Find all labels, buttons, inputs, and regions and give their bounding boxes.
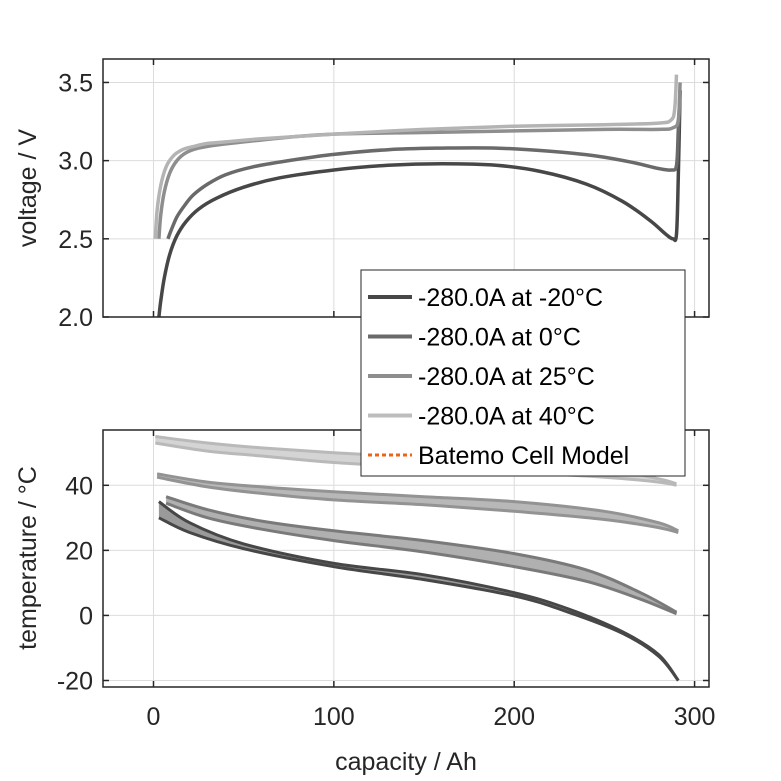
temperature-lower-280-0a-at-0-c: [165, 501, 678, 616]
temperature-lower-280-0a-at-20-c: [158, 516, 680, 682]
voltage-ytick-labels: 2.0 2.5 3.0 3.5: [58, 69, 93, 332]
temperature-upper-280-0a-at-20-c: [158, 500, 680, 682]
legend-entry-280-0a-at-40-c: -280.0A at 40°C: [368, 403, 595, 431]
legend-label: -280.0A at 40°C: [418, 403, 595, 431]
legend-label: -280.0A at 0°C: [418, 324, 581, 352]
voltage-ytick-label: 3.5: [58, 69, 93, 97]
voltage-line-280-0a-at-0-c: [166, 90, 682, 240]
voltage-ylabel: voltage / V: [14, 129, 42, 247]
legend-entry-batemo-cell-model: Batemo Cell Model: [368, 442, 629, 470]
legend-label: -280.0A at 25°C: [418, 363, 595, 391]
capacity-xlabel: capacity / Ah: [335, 748, 477, 776]
legend-box: [360, 269, 686, 477]
legend-entry-280-0a-at-25-c: -280.0A at 25°C: [368, 363, 595, 391]
voltage-ytick-label: 2.5: [58, 226, 93, 254]
voltage-line-280-0a-at-20-c: [157, 90, 682, 317]
legend-label: Batemo Cell Model: [418, 442, 629, 470]
voltage-series: [153, 74, 682, 317]
temperature-xtick-label: 100: [313, 703, 355, 731]
temperature-ytick-label: 0: [79, 602, 93, 630]
temperature-ytick-label: 40: [65, 472, 93, 500]
temperature-ytick-label: 20: [65, 537, 93, 565]
temperature-ytick-labels: -20 0 20 40: [57, 472, 93, 695]
temperature-xtick-label: 300: [674, 703, 716, 731]
voltage-line-280-0a-at-40-c: [153, 74, 679, 239]
temperature-ylabel: temperature / °C: [14, 466, 42, 650]
temperature-xtick-label: 200: [493, 703, 535, 731]
temperature-upper-280-0a-at-25-c: [156, 472, 679, 533]
legend-entry-280-0a-at-20-c: -280.0A at -20°C: [368, 284, 603, 312]
voltage-ytick-label: 2.0: [58, 304, 93, 332]
temperature-lower-280-0a-at-25-c: [156, 475, 679, 534]
legend-label: -280.0A at -20°C: [418, 284, 603, 312]
temperature-ytick-label: -20: [57, 667, 93, 695]
temperature-upper-280-0a-at-0-c: [165, 495, 678, 614]
temperature-panel: -20 0 20 40 0 100 200 300 temperature / °C cap…: [14, 429, 716, 776]
voltage-panel: 2.0 2.5 3.0 3.5 voltage / V: [14, 58, 710, 332]
capacity-xtick-labels: 0 100 200 300: [147, 703, 716, 731]
voltage-ytick-label: 3.0: [58, 148, 93, 176]
legend-entry-280-0a-at-0-c: -280.0A at 0°C: [368, 324, 581, 352]
legend: -280.0A at -20°C -280.0A at 0°C -280.0A at…: [360, 269, 686, 477]
temperature-xtick-label: 0: [147, 703, 161, 731]
temperature-band-280-0a-at-20-c: [158, 501, 679, 681]
